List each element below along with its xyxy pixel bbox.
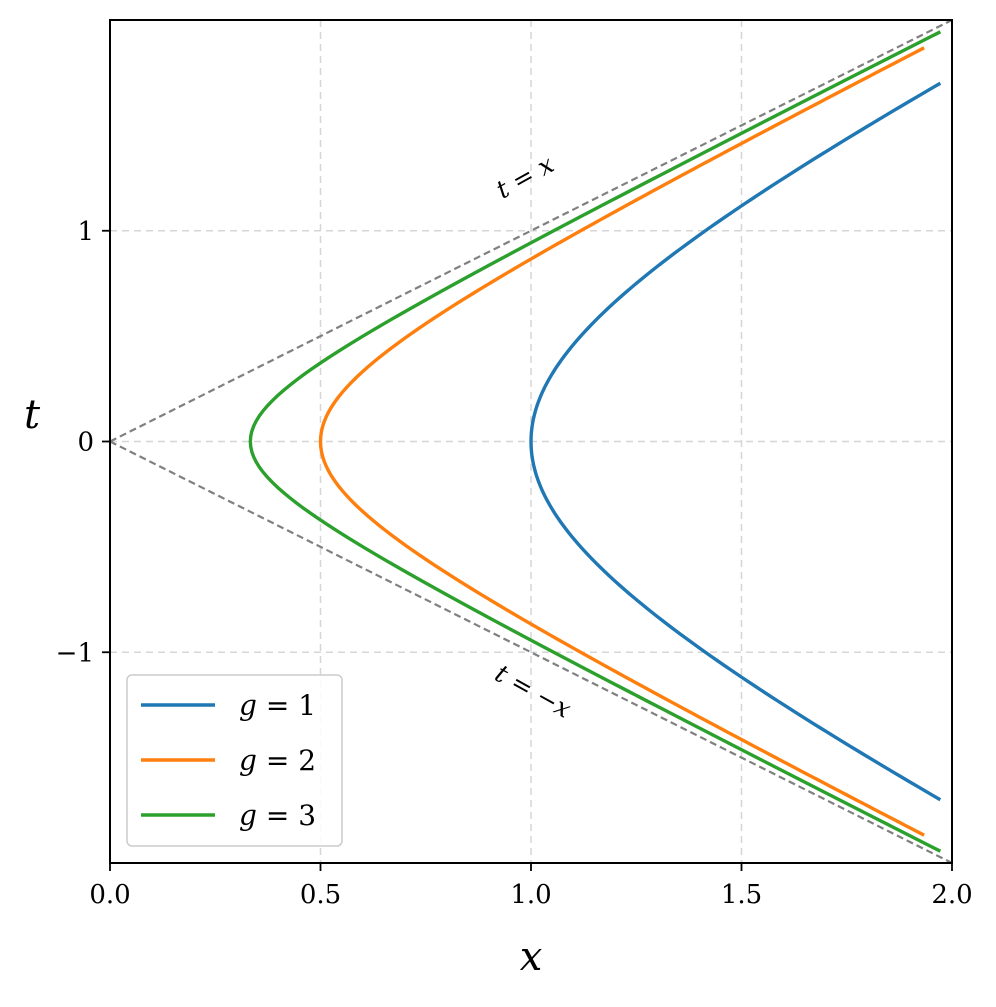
- legend-label-2: g = 2: [239, 744, 316, 777]
- series-line-3: [248, 30, 942, 853]
- x-tick-label-0: 0.0: [89, 880, 130, 910]
- x-tick-label-4: 2.0: [931, 880, 972, 910]
- y-tick-label-0: −1: [56, 638, 94, 668]
- reference-line-1: [109, 440, 953, 864]
- y-tick-label-2: 1: [77, 217, 94, 247]
- series-line-2: [318, 46, 925, 837]
- annotations: t = xt = −x: [490, 149, 576, 723]
- reference-lines: [109, 19, 953, 864]
- legend-label-3: g = 3: [239, 799, 316, 832]
- x-axis-label: x: [520, 934, 543, 980]
- x-tick-label-1: 0.5: [300, 880, 341, 910]
- y-axis-label: t: [24, 392, 41, 438]
- x-tick-label-3: 1.5: [721, 880, 762, 910]
- legend-label-1: g = 1: [239, 689, 316, 722]
- reference-line-0: [109, 19, 953, 443]
- series-curves: [248, 30, 942, 853]
- x-tick-label-2: 1.0: [510, 880, 551, 910]
- annotation-0: t = x: [491, 149, 558, 204]
- y-tick-label-1: 0: [77, 428, 94, 458]
- legend: g = 1 g = 2 g = 3: [126, 674, 343, 847]
- axis-ticks: 0.0 0.5 1.0 1.5 2.0 −1 0 1: [56, 217, 973, 910]
- series-line-1: [529, 81, 942, 802]
- legend-box: [126, 674, 343, 847]
